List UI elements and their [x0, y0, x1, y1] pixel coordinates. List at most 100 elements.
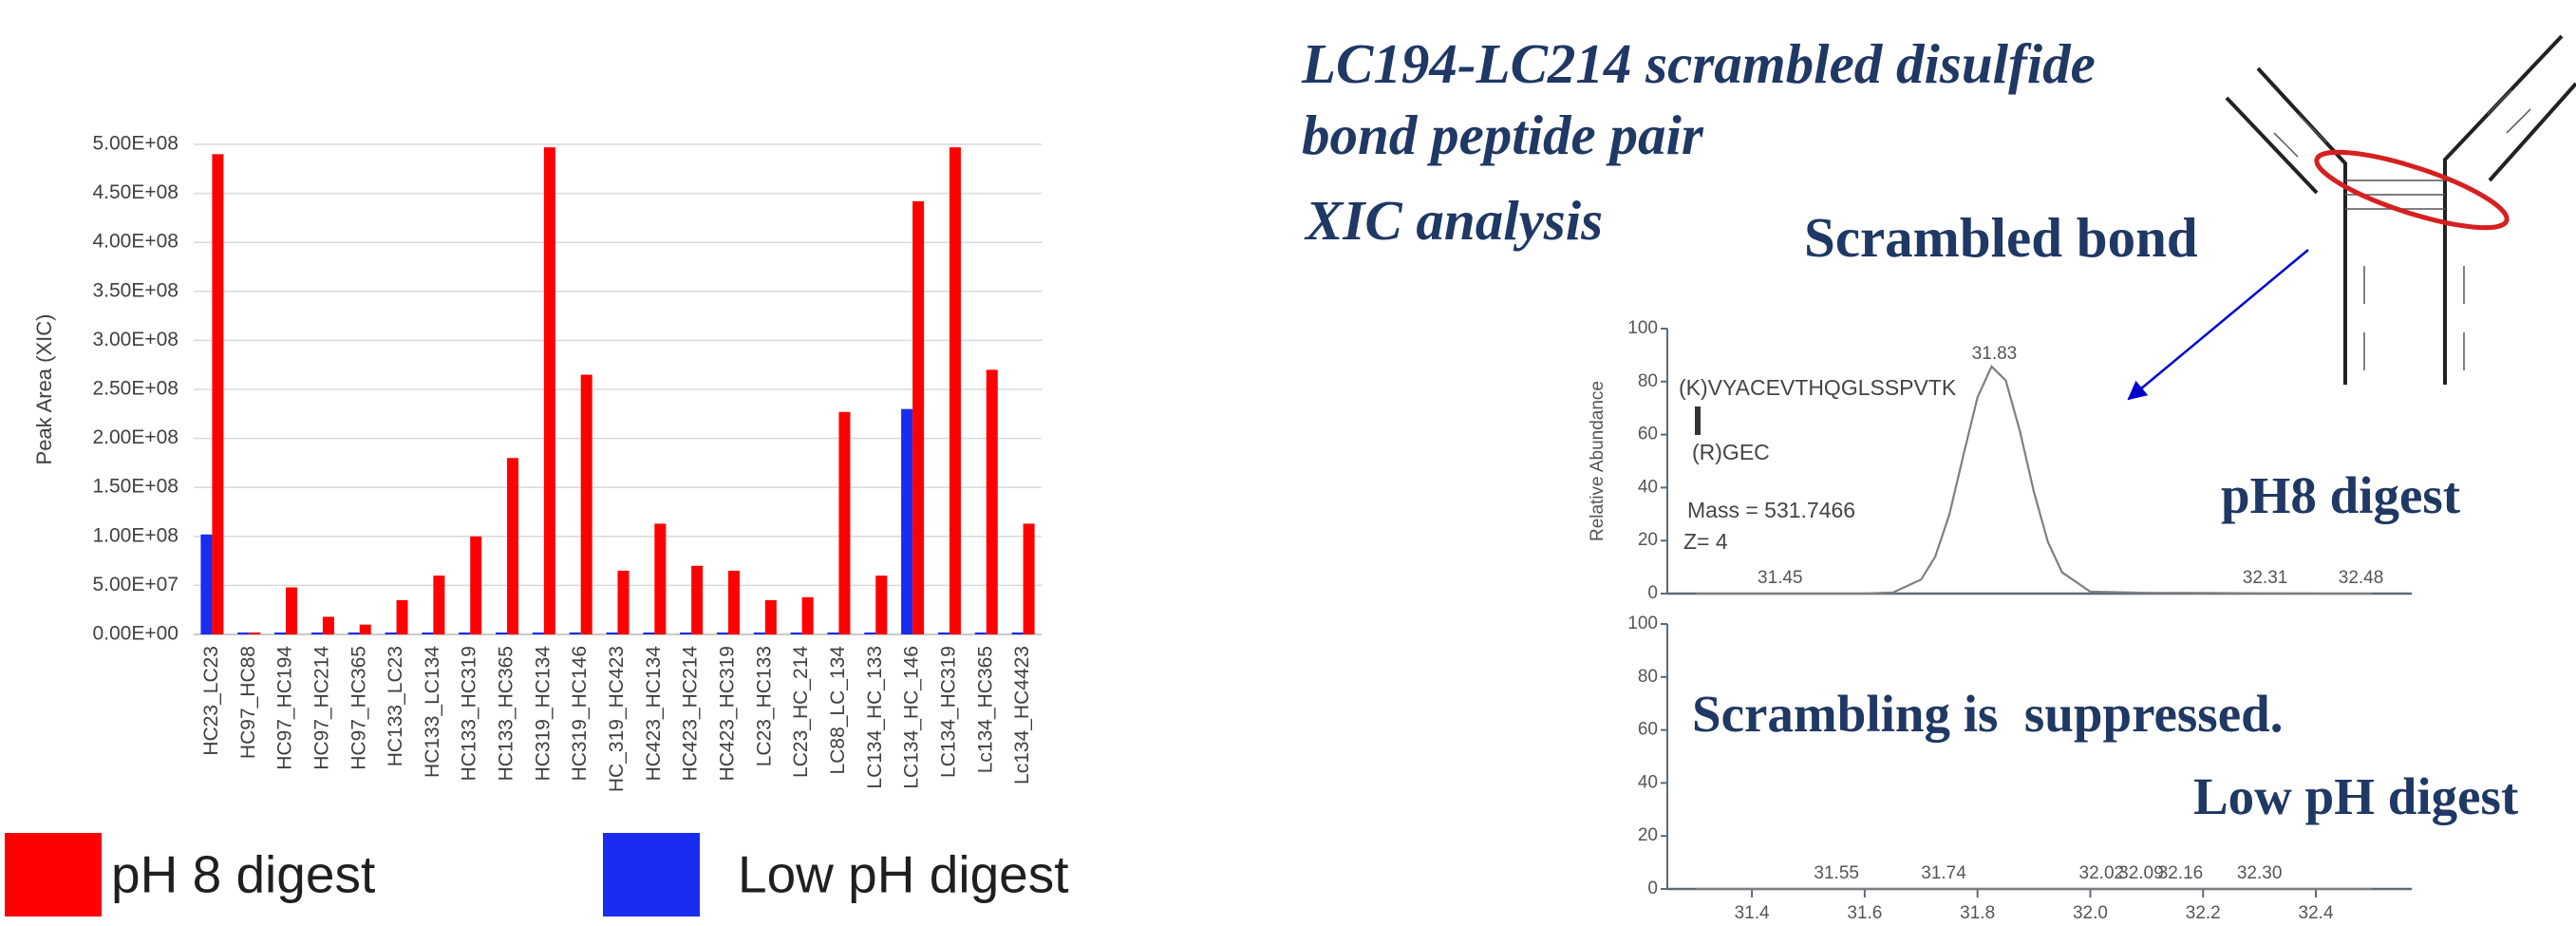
y-tick-label: 80: [1638, 667, 1658, 687]
y-axis-title: Relative Abundance: [1588, 381, 1608, 541]
peak-label: 31.83: [1972, 344, 2018, 364]
peak-label: 32.02: [2079, 863, 2125, 883]
x-tick-label: 32.2: [2186, 903, 2221, 923]
y-tick-label: 0: [1647, 583, 1658, 603]
bar: [754, 633, 765, 634]
x-tick-label: LC134_HC319: [937, 646, 959, 778]
y-tick-label: 2.50E+08: [92, 378, 179, 400]
y-tick-label: 3.50E+08: [92, 279, 179, 301]
y-tick-label: 20: [1638, 530, 1658, 550]
bar: [838, 412, 850, 634]
peak-label: 32.48: [2339, 568, 2384, 588]
bar: [875, 576, 887, 634]
bar: [533, 633, 544, 634]
x-tick-label: HC319_HC146: [569, 646, 591, 781]
legend-label: Low pH digest: [738, 845, 1069, 904]
bar: [323, 616, 334, 634]
x-tick-label: LC88_LC_134: [827, 646, 849, 775]
y-tick-label: 4.00E+08: [92, 231, 179, 253]
bar: [728, 571, 740, 634]
slide: LC194-LC214 scrambled disulfide bond pep…: [0, 0, 2576, 926]
x-tick-label: HC97_HC365: [348, 646, 369, 770]
peak-label: 32.30: [2237, 863, 2283, 883]
x-tick-label: LC23_HC_214: [790, 646, 812, 778]
bar: [802, 597, 814, 634]
bar: [544, 147, 555, 634]
bar: [987, 369, 998, 634]
annotation: (R)GEC: [1692, 440, 1770, 464]
x-tick-label: HC97_HC88: [237, 646, 259, 759]
annotation: Z= 4: [1683, 529, 1728, 554]
peak-label: 32.16: [2158, 863, 2204, 883]
x-tick-label: HC_319_HC423: [606, 646, 628, 792]
annotation: Mass = 531.7466: [1687, 498, 1855, 522]
x-tick-label: HC97_HC214: [310, 646, 332, 770]
callout: Scrambled bond: [1804, 206, 2198, 269]
x-tick-label: 31.6: [1847, 903, 1882, 923]
y-tick-label: 20: [1638, 825, 1658, 845]
bar: [433, 576, 444, 634]
bar: [691, 566, 703, 634]
peak-label: 31.45: [1758, 568, 1803, 588]
x-tick-label: HC423_HC319: [717, 646, 739, 781]
x-tick-label: HC133_LC23: [385, 646, 406, 766]
x-tick-label: HC23_LC23: [200, 646, 222, 756]
x-tick-label: HC133_LC134: [422, 646, 443, 778]
y-tick-label: 3.00E+08: [92, 329, 179, 350]
legend-label: pH 8 digest: [111, 845, 375, 904]
bar: [607, 633, 618, 634]
x-tick-label: 32.4: [2299, 903, 2334, 923]
y-tick-label: 5.00E+07: [92, 574, 179, 595]
bar: [249, 633, 260, 634]
y-tick-label: 60: [1638, 425, 1658, 444]
bar: [348, 633, 360, 634]
callout: Scrambling is suppressed.: [1692, 685, 2283, 743]
x-tick-label: HC97_HC194: [274, 646, 296, 770]
x-tick-label: HC133_HC319: [459, 646, 480, 781]
bar: [654, 523, 666, 634]
bar: [422, 633, 433, 634]
bar: [200, 535, 212, 634]
x-tick-label: Lc134_HC4423: [1011, 646, 1033, 784]
bar: [864, 633, 875, 634]
peak-label: 32.09: [2118, 863, 2164, 883]
bar: [901, 409, 912, 634]
bar: [274, 633, 286, 634]
y-tick-label: 4.50E+08: [92, 181, 179, 203]
bar: [459, 633, 470, 634]
slide-title: LC194-LC214 scrambled disulfide: [1301, 32, 2096, 95]
bar: [581, 375, 592, 634]
x-tick-label: 32.0: [2073, 903, 2108, 923]
bar: [212, 154, 223, 634]
bar: [791, 633, 802, 634]
peak-label: 31.74: [1921, 863, 1966, 883]
y-tick-label: 40: [1638, 477, 1658, 497]
bar: [286, 587, 297, 634]
bar: [1012, 633, 1024, 634]
slide-title: bond peptide pair: [1302, 104, 1704, 166]
page: {"slide": {"title_lines": ["LC194-LC214 …: [0, 0, 2576, 926]
bar: [717, 633, 728, 634]
y-tick-label: 1.00E+08: [92, 524, 179, 546]
bar: [385, 633, 397, 634]
bar: [827, 633, 838, 634]
legend-swatch: [5, 833, 102, 917]
y-tick-label: 2.00E+08: [92, 426, 179, 448]
bar: [618, 571, 630, 634]
bar: [570, 633, 581, 634]
callout: Low pH digest: [2193, 767, 2519, 825]
y-tick-label: 0.00E+00: [92, 623, 179, 645]
x-tick-label: HC423_HC134: [643, 646, 665, 782]
annotation: (K)VYACEVTHQGLSSPVTK: [1679, 375, 1957, 400]
bar: [1024, 523, 1035, 634]
bar: [496, 633, 507, 634]
bar: [950, 147, 961, 634]
x-tick-label: LC134_HC_146: [901, 646, 923, 789]
y-tick-label: 1.50E+08: [92, 476, 179, 498]
x-tick-label: 31.8: [1960, 903, 1995, 923]
bar: [470, 537, 481, 634]
y-tick-label: 40: [1638, 772, 1658, 792]
x-tick-label: HC319_HC134: [532, 646, 554, 782]
x-tick-label: LC23_HC133: [753, 646, 775, 766]
bar: [360, 625, 371, 634]
